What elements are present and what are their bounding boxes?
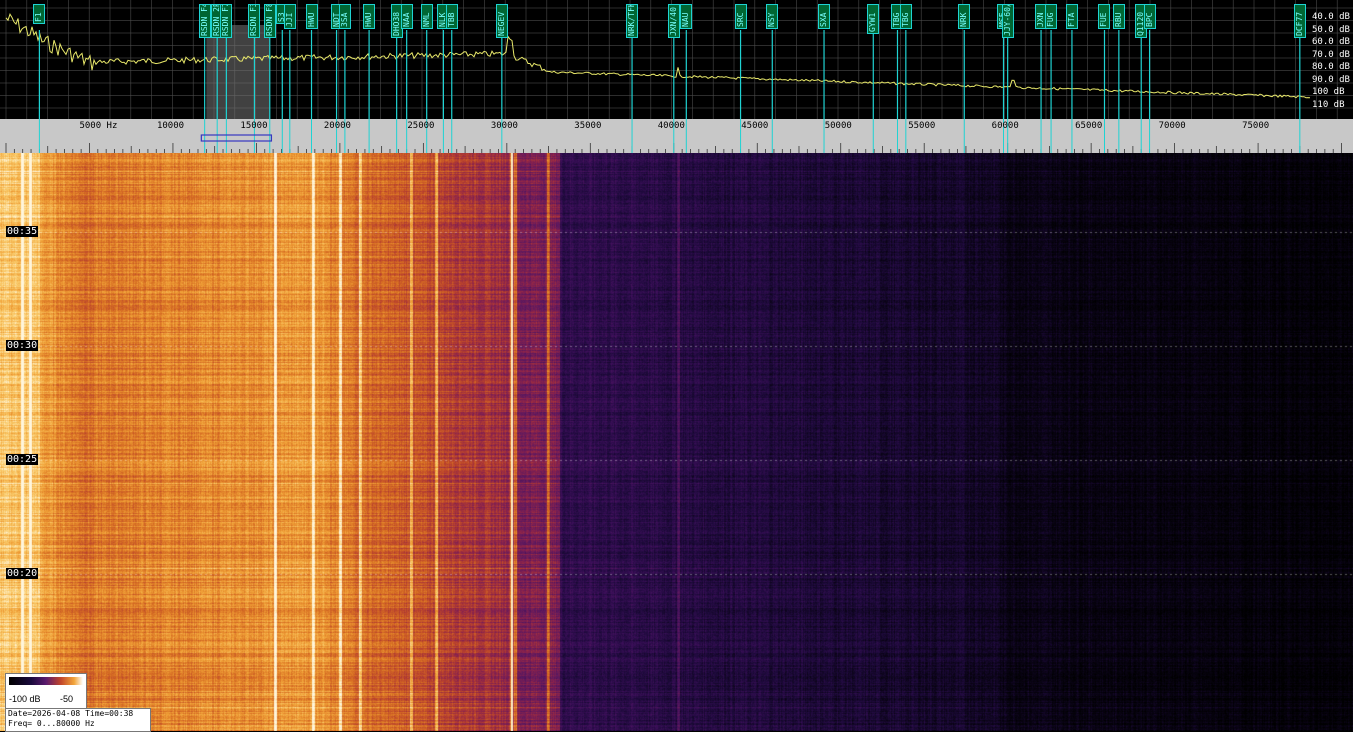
db-label: 70.0 dB	[1312, 49, 1350, 60]
station-marker-label[interactable]: NEGEV	[495, 4, 508, 38]
station-marker-label[interactable]: NRK	[958, 4, 971, 29]
station-marker-label[interactable]: 3SA	[338, 4, 351, 29]
station-marker-label[interactable]: RSDN F4	[198, 4, 211, 38]
station-marker-label[interactable]: FUG	[1045, 4, 1058, 29]
axis-label: 55000	[908, 121, 936, 131]
station-marker-label[interactable]: RSDN F8	[263, 4, 276, 38]
info-box: Date=2026-04-08 Time=00:38 Freq= 0...800…	[5, 708, 151, 732]
db-label: 100 dB	[1312, 87, 1345, 97]
station-marker-label[interactable]: HWU	[305, 4, 318, 29]
station-marker-label[interactable]: RSDN F3	[248, 4, 261, 38]
station-marker-label[interactable]: JJI	[283, 4, 296, 29]
waterfall-display[interactable]: 00:35 00:30 00:25 00:20	[0, 153, 1353, 731]
station-marker-label[interactable]: FUE	[1098, 4, 1111, 29]
db-label: 60.0 dB	[1312, 37, 1350, 47]
axis-label: 75000	[1242, 121, 1270, 131]
station-marker-label[interactable]: BPC	[1143, 4, 1156, 29]
station-marker-label[interactable]: NSY	[766, 4, 779, 29]
station-marker-label[interactable]: FTA	[1065, 4, 1078, 29]
axis-label: 10000	[156, 121, 185, 131]
station-marker-label[interactable]: HWU	[363, 4, 376, 29]
selected-band	[206, 25, 270, 119]
frequency-axis[interactable]: 5000 Hz 10000 15000 20000 25000 30000 35000 400…	[0, 119, 1353, 153]
station-marker-label[interactable]: TBG	[899, 4, 912, 29]
axis-label: 70000	[1158, 121, 1186, 131]
colorbar-legend: -100 dB -50	[5, 673, 87, 709]
axis-label: 20000	[323, 121, 351, 131]
db-label: 40.0 dB	[1312, 12, 1350, 22]
station-marker-label[interactable]: F1	[33, 4, 46, 24]
axis-label: 45000	[741, 121, 769, 131]
axis-label: 65000	[1075, 121, 1103, 131]
axis-label: 60000	[991, 121, 1019, 131]
axis-label: 5000 Hz	[79, 121, 118, 131]
db-label: 80.0 dB	[1312, 62, 1350, 72]
waterfall-image	[0, 153, 1353, 731]
spectrum-trace	[5, 13, 1311, 99]
station-marker-label[interactable]: JJY-60/WWVB	[1001, 4, 1014, 38]
station-marker-label[interactable]: TBB	[445, 4, 458, 29]
station-marker-label[interactable]: SXA	[818, 4, 831, 29]
time-label: 00:25	[6, 454, 39, 465]
station-marker-label[interactable]: RSDN F7	[220, 4, 233, 38]
band-bracket	[200, 134, 273, 142]
db-label: 110 dB	[1312, 99, 1345, 110]
info-date-time: Date=2026-04-08 Time=00:38	[8, 709, 134, 718]
time-label: 00:35	[6, 226, 39, 237]
colorbar-min-label: -100 dB	[9, 694, 41, 704]
station-marker-label[interactable]: NAU	[680, 4, 693, 29]
axis-label: 40000	[657, 121, 685, 131]
station-marker-label[interactable]: DCF77	[1293, 4, 1306, 38]
axis-label: 50000	[824, 121, 852, 131]
station-marker-label[interactable]: NRK/TFK	[626, 4, 639, 38]
station-marker-label[interactable]: SRC	[734, 4, 747, 29]
db-label: 90.0 dB	[1312, 74, 1350, 85]
station-marker-label[interactable]: JXN/40	[667, 4, 680, 38]
colorbar-max-label: -50	[60, 694, 74, 704]
colorbar-gradient	[9, 677, 83, 685]
axis-label: 15000	[240, 121, 268, 131]
db-label: 50.0 dB	[1312, 24, 1350, 35]
spectrum-panel[interactable]: F1 RSDN F4 RSDN 2P RSDN F7 RSDN F3 RSDN F8 S3 J…	[0, 0, 1353, 119]
time-label: 00:20	[6, 568, 39, 579]
time-label: 00:30	[6, 340, 39, 351]
spectrum-plot	[0, 0, 1353, 119]
station-marker-label[interactable]: GYW1	[867, 4, 880, 34]
station-marker-label[interactable]: NAA	[400, 4, 413, 29]
axis-label: 35000	[574, 121, 602, 131]
frequency-axis-ticks	[5, 119, 1342, 153]
station-marker-label[interactable]: RBU	[1112, 4, 1125, 29]
station-marker-label[interactable]: NML	[420, 4, 433, 29]
info-frequency-range: Freq= 0...80000 Hz	[8, 719, 95, 728]
axis-label: 30000	[490, 121, 518, 131]
axis-label: 25000	[407, 121, 435, 131]
